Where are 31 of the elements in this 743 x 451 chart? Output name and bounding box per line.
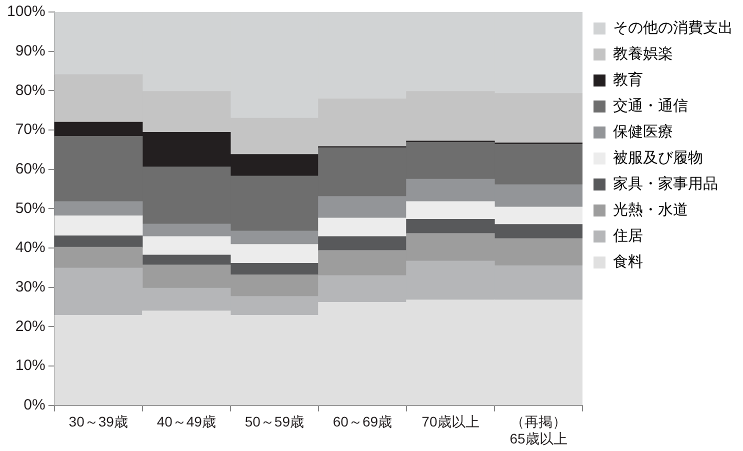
y-tick-label: 0%: [24, 396, 46, 414]
legend-label: 家具・家事用品: [613, 176, 718, 193]
bar: [54, 236, 143, 248]
x-tick-label: （再掲） 65歳以上: [510, 414, 568, 446]
legend-label: 食料: [613, 254, 643, 271]
legend-label: 光熱・水道: [613, 202, 688, 219]
x-tick-label: 50～59歳: [244, 414, 304, 430]
legend-label: 教育: [613, 72, 643, 89]
x-tick-label: 30～39歳: [68, 414, 128, 430]
y-tick-label: 90%: [15, 42, 46, 60]
y-tick-label: 10%: [15, 357, 46, 374]
y-tick-label: 80%: [15, 82, 46, 99]
legend-label: その他の消費支出: [613, 20, 733, 37]
legend-label: 住居: [612, 228, 643, 245]
y-tick-label: 30%: [15, 278, 46, 296]
y-tick-label: 20%: [15, 318, 46, 335]
bar: [54, 201, 143, 216]
legend-label: 被服及び履物: [613, 150, 703, 167]
y-tick-label: 100%: [6, 3, 46, 20]
y-tick-label: 70%: [15, 121, 46, 138]
y-tick-label: 50%: [15, 200, 46, 217]
legend-label: 交通・通信: [613, 98, 688, 115]
x-tick-label: 40～49歳: [156, 414, 216, 430]
legend-label: 教養娯楽: [613, 46, 673, 63]
legend-label: 保健医療: [613, 124, 673, 141]
bar: [54, 215, 143, 236]
y-tick-label: 60%: [15, 160, 46, 178]
x-tick-label: 60～69歳: [332, 414, 392, 430]
x-tick-label: 70歳以上: [422, 414, 480, 430]
y-tick-label: 40%: [15, 239, 46, 256]
bar: [318, 236, 407, 251]
